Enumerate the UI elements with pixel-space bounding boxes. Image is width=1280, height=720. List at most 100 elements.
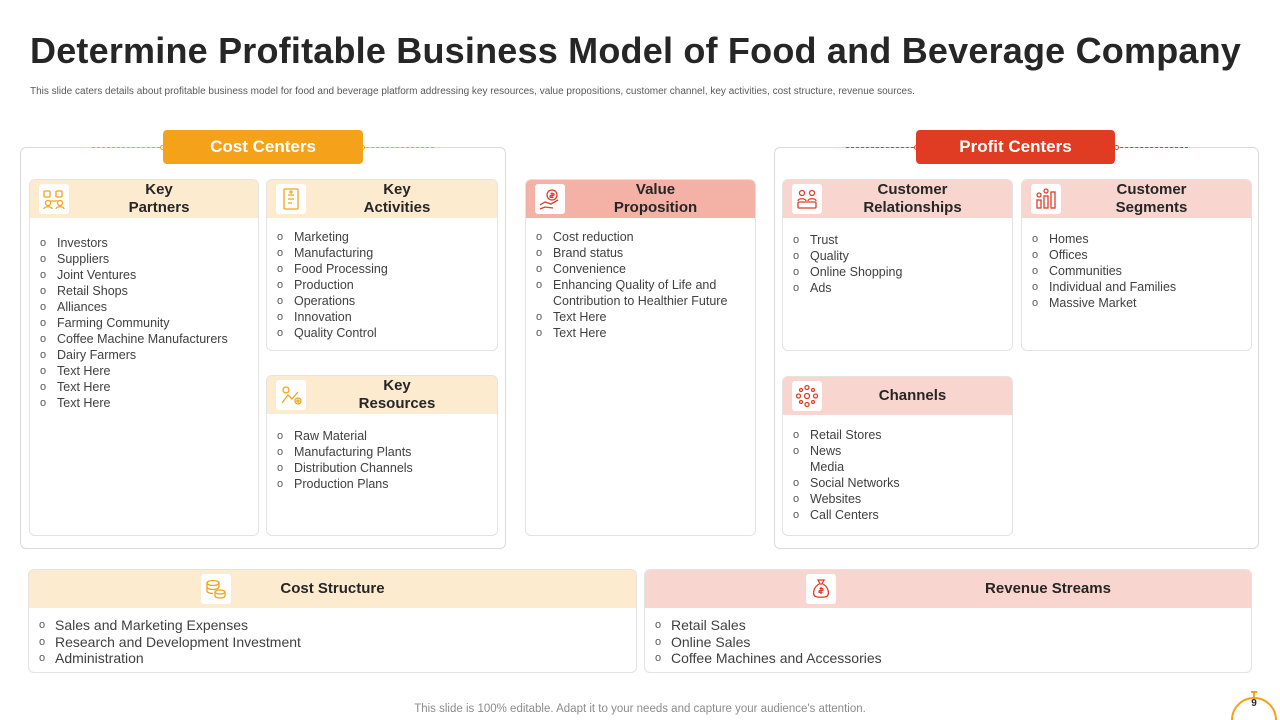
list-item: Communities bbox=[1030, 263, 1243, 279]
key-partners-list: Investors Suppliers Joint Ventures Retai… bbox=[38, 235, 250, 411]
key-activities-header: Key Activities bbox=[267, 180, 497, 218]
value-icon bbox=[535, 184, 565, 214]
key-activities-title: Key Activities bbox=[363, 181, 431, 216]
key-partners-card: Key Partners Investors Suppliers Joint V… bbox=[29, 179, 259, 536]
revenue-streams-header: Revenue Streams bbox=[645, 570, 1251, 608]
page-number: 9 bbox=[1251, 698, 1257, 709]
resources-icon bbox=[276, 380, 306, 410]
list-item: Marketing bbox=[275, 229, 489, 245]
list-item: Websites bbox=[791, 491, 1004, 507]
segments-icon bbox=[1031, 184, 1061, 214]
list-item: Social Networks bbox=[791, 475, 1004, 491]
list-item: Joint Ventures bbox=[38, 267, 250, 283]
list-item: Investors bbox=[38, 235, 250, 251]
list-item: Retail Stores bbox=[791, 427, 1004, 443]
list-item: Farming Community bbox=[38, 315, 250, 331]
list-item: Text Here bbox=[534, 325, 747, 341]
page-badge-icon bbox=[1231, 691, 1277, 720]
list-item: Text Here bbox=[38, 379, 250, 395]
list-item: Call Centers bbox=[791, 507, 1004, 523]
key-resources-card: Key Resources Raw Material Manufacturing… bbox=[266, 375, 498, 536]
list-item: Offices bbox=[1030, 247, 1243, 263]
revenue-streams-list: Retail Sales Online Sales Coffee Machine… bbox=[653, 617, 1243, 667]
channels-title: Channels bbox=[878, 387, 947, 404]
revenue-streams-title: Revenue Streams bbox=[985, 580, 1111, 597]
key-resources-list: Raw Material Manufacturing Plants Distri… bbox=[275, 428, 489, 492]
activities-icon bbox=[276, 184, 306, 214]
list-item: Distribution Channels bbox=[275, 460, 489, 476]
relationships-icon bbox=[792, 184, 822, 214]
value-proposition-card: Value Proposition Cost reduction Brand s… bbox=[525, 179, 756, 536]
key-resources-header: Key Resources bbox=[267, 376, 497, 414]
coins-icon bbox=[201, 574, 231, 604]
list-item: Production bbox=[275, 277, 489, 293]
cost-structure-card: Cost Structure Sales and Marketing Expen… bbox=[28, 569, 637, 673]
customer-segments-header: Customer Segments bbox=[1022, 180, 1251, 218]
key-partners-header: Key Partners bbox=[30, 180, 258, 218]
money-bag-icon bbox=[806, 574, 836, 604]
list-item: Text Here bbox=[38, 363, 250, 379]
list-item: Innovation bbox=[275, 309, 489, 325]
value-proposition-header: Value Proposition bbox=[526, 180, 755, 218]
list-item: Enhancing Quality of Life and Contributi… bbox=[534, 277, 747, 309]
list-item: Coffee Machine Manufacturers bbox=[38, 331, 250, 347]
list-item: Homes bbox=[1030, 231, 1243, 247]
customer-relationships-card: Customer Relationships Trust Quality Onl… bbox=[782, 179, 1013, 351]
list-item: Manufacturing bbox=[275, 245, 489, 261]
customer-segments-list: Homes Offices Communities Individual and… bbox=[1030, 231, 1243, 311]
list-item: Sales and Marketing Expenses bbox=[37, 617, 628, 634]
list-item: Massive Market bbox=[1030, 295, 1243, 311]
channels-list: Retail Stores News Media Social Networks… bbox=[791, 427, 1004, 523]
list-item: Trust bbox=[791, 232, 1004, 248]
list-item: News Media bbox=[791, 443, 1004, 475]
list-item: Convenience bbox=[534, 261, 747, 277]
customer-relationships-header: Customer Relationships bbox=[783, 180, 1012, 218]
list-item: Individual and Families bbox=[1030, 279, 1243, 295]
list-item: Online Shopping bbox=[791, 264, 1004, 280]
list-item: Dairy Farmers bbox=[38, 347, 250, 363]
value-proposition-title: Value Proposition bbox=[613, 181, 698, 216]
list-item: Online Sales bbox=[653, 634, 1243, 651]
channels-icon bbox=[792, 381, 822, 411]
list-item: Brand status bbox=[534, 245, 747, 261]
list-item: Quality bbox=[791, 248, 1004, 264]
value-proposition-list: Cost reduction Brand status Convenience … bbox=[534, 229, 747, 341]
cost-structure-header: Cost Structure bbox=[29, 570, 636, 608]
list-item: Ads bbox=[791, 280, 1004, 296]
key-partners-title: Key Partners bbox=[128, 181, 190, 216]
list-item: Retail Sales bbox=[653, 617, 1243, 634]
key-activities-list: Marketing Manufacturing Food Processing … bbox=[275, 229, 489, 341]
list-item: Suppliers bbox=[38, 251, 250, 267]
cost-centers-label: Cost Centers bbox=[163, 130, 363, 164]
list-item: Operations bbox=[275, 293, 489, 309]
customer-relationships-list: Trust Quality Online Shopping Ads bbox=[791, 232, 1004, 296]
cost-structure-list: Sales and Marketing Expenses Research an… bbox=[37, 617, 628, 667]
list-item: Production Plans bbox=[275, 476, 489, 492]
key-resources-title: Key Resources bbox=[358, 377, 436, 412]
customer-segments-card: Customer Segments Homes Offices Communit… bbox=[1021, 179, 1252, 351]
list-item: Text Here bbox=[534, 309, 747, 325]
list-item: Manufacturing Plants bbox=[275, 444, 489, 460]
list-item: Retail Shops bbox=[38, 283, 250, 299]
cost-structure-title: Cost Structure bbox=[280, 580, 385, 597]
list-item: Text Here bbox=[38, 395, 250, 411]
footer-note: This slide is 100% editable. Adapt it to… bbox=[414, 703, 866, 715]
partners-icon bbox=[39, 184, 69, 214]
customer-relationships-title: Customer Relationships bbox=[863, 181, 962, 216]
list-item: Alliances bbox=[38, 299, 250, 315]
slide-title: Determine Profitable Business Model of F… bbox=[30, 30, 1242, 71]
list-item: Cost reduction bbox=[534, 229, 747, 245]
list-item: Research and Development Investment bbox=[37, 634, 628, 651]
list-item: Coffee Machines and Accessories bbox=[653, 650, 1243, 667]
list-item: Raw Material bbox=[275, 428, 489, 444]
channels-card: Channels Retail Stores News Media Social… bbox=[782, 376, 1013, 536]
profit-centers-label: Profit Centers bbox=[916, 130, 1115, 164]
key-activities-card: Key Activities Marketing Manufacturing F… bbox=[266, 179, 498, 351]
list-item: Food Processing bbox=[275, 261, 489, 277]
page-number-badge: 9 bbox=[1229, 686, 1279, 720]
revenue-streams-card: Revenue Streams Retail Sales Online Sale… bbox=[644, 569, 1252, 673]
list-item: Quality Control bbox=[275, 325, 489, 341]
customer-segments-title: Customer Segments bbox=[1115, 181, 1188, 216]
slide-subtitle: This slide caters details about profitab… bbox=[30, 86, 915, 97]
list-item: Administration bbox=[37, 650, 628, 667]
